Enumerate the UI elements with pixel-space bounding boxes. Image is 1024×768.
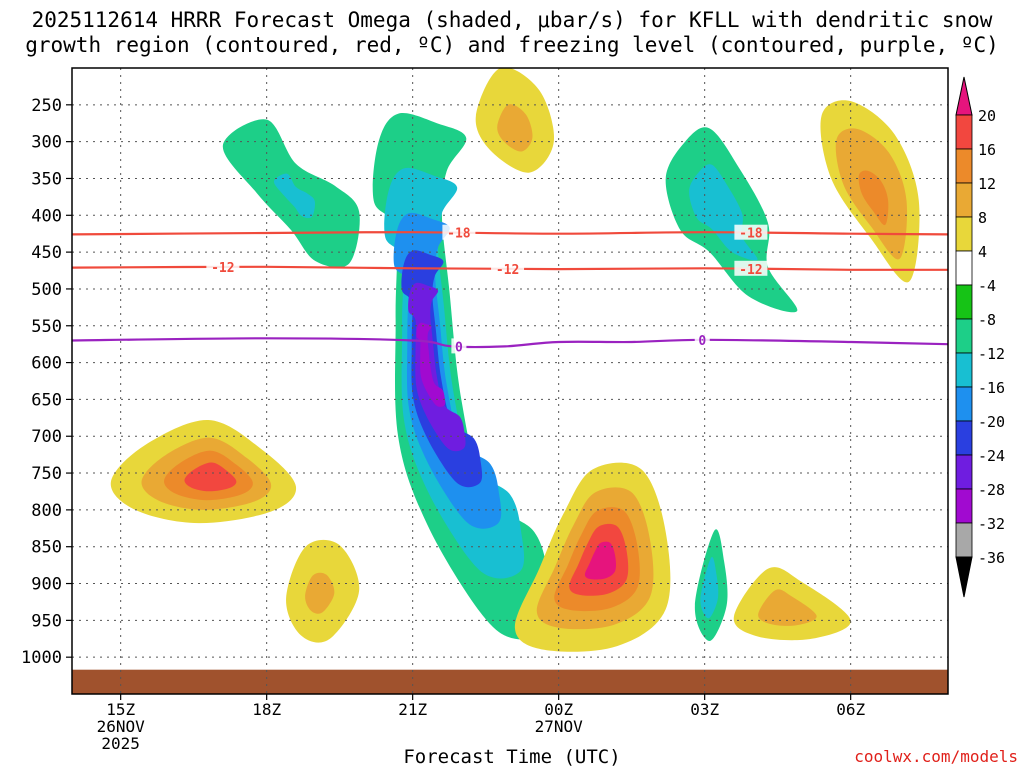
x-tick-label-15Z: 15Z — [106, 700, 135, 719]
colorbar-bin-4 — [955, 216, 973, 252]
colorbar-label-16: 16 — [978, 141, 996, 159]
colorbar-label--24: -24 — [978, 447, 1005, 465]
freezing-level-label-bg-0 — [451, 338, 467, 354]
dgz-minus-12-label-2: -12 — [739, 263, 762, 278]
colorbar-bin-2 — [955, 148, 973, 184]
colorbar-label--20: -20 — [978, 413, 1005, 431]
dgz-minus-18-label-bg-0 — [442, 224, 476, 240]
sinking-area-00z-01z-level-20 — [584, 541, 617, 580]
y-axis: 250 300 350 400 450 500 550 600 650 700 750 800 850 9… — [21, 96, 72, 668]
colorbar-bin-7 — [955, 318, 973, 354]
colorbar-bin-1 — [955, 114, 973, 150]
y-tick-label-850: 850 — [31, 538, 62, 558]
y-tick-label-600: 600 — [31, 354, 62, 374]
ground-surface — [72, 669, 948, 694]
x-tick-label-06Z: 06Z — [836, 700, 865, 719]
x-tick-label-03Z: 03Z — [690, 700, 719, 719]
colorbar-label--16: -16 — [978, 379, 1005, 397]
y-tick-label-300: 300 — [31, 133, 62, 153]
y-tick-label-450: 450 — [31, 243, 62, 263]
dgz-minus-12-label-0: -12 — [211, 261, 234, 276]
dgz-minus-12-label-bg-1 — [491, 260, 525, 276]
colorbar-bottom-arrow — [955, 556, 973, 598]
freezing-level-contour — [71, 337, 949, 349]
x-axis-label: Forecast Time (UTC) — [403, 746, 621, 768]
colorbar: 20 16 12 8 4 -4 -8 -12 -16 -20 -24 -28 -32 -36 — [955, 76, 1005, 598]
colorbar-bin-12 — [955, 488, 973, 524]
sinking-area-1930z-level-8 — [305, 572, 335, 614]
dgz-minus-18-label-0: -18 — [447, 227, 471, 242]
colorbar-bin-8 — [955, 352, 973, 388]
source-credit: coolwx.com/models — [854, 747, 1018, 766]
freezing-level-label-bg-1 — [694, 331, 710, 347]
freezing-level-label-0: 0 — [455, 340, 463, 355]
colorbar-bin-11 — [955, 454, 973, 490]
colorbar-bin-6 — [955, 284, 973, 320]
y-tick-label-750: 750 — [31, 464, 62, 484]
rising-area-1730z-level--12 — [273, 173, 316, 219]
dgz-minus-18-label-1: -18 — [739, 227, 763, 242]
rising-column-21z-level--28 — [416, 322, 446, 407]
colorbar-label--32: -32 — [978, 515, 1005, 533]
colorbar-bin-9 — [955, 386, 973, 422]
x-tick-label-21Z: 21Z — [398, 700, 427, 719]
colorbar-bin-3 — [955, 182, 973, 218]
y-tick-label-650: 650 — [31, 390, 62, 410]
colorbar-label--28: -28 — [978, 481, 1005, 499]
colorbar-bin-10 — [955, 420, 973, 456]
y-tick-label-500: 500 — [31, 280, 62, 300]
dgz-minus-12-contour — [71, 265, 949, 271]
colorbar-label--8: -8 — [978, 311, 996, 329]
y-tick-label-900: 900 — [31, 575, 62, 595]
colorbar-label-20: 20 — [978, 107, 996, 125]
colorbar-top-arrow — [955, 76, 973, 116]
y-tick-label-250: 250 — [31, 96, 62, 116]
x-tick-date-15Z: 26NOV — [97, 717, 146, 736]
x-tick-label-18Z: 18Z — [252, 700, 281, 719]
dgz-minus-18-label-bg-1 — [734, 224, 768, 240]
y-tick-label-350: 350 — [31, 169, 62, 189]
y-tick-label-700: 700 — [31, 427, 62, 447]
dgz-minus-12-label-bg-2 — [734, 260, 768, 276]
y-tick-label-550: 550 — [31, 317, 62, 337]
dgz-minus-12-label-1: -12 — [496, 263, 519, 278]
y-tick-label-800: 800 — [31, 501, 62, 521]
dgz-minus-12-label-bg-0 — [206, 259, 240, 275]
colorbar-label-8: 8 — [978, 209, 987, 227]
sinking-area-06z-level-12 — [858, 170, 889, 226]
colorbar-bin-13 — [955, 522, 973, 558]
freezing-level-label-1: 0 — [698, 334, 706, 349]
colorbar-label--4: -4 — [978, 277, 996, 295]
y-tick-label-950: 950 — [31, 611, 62, 631]
sinking-area-15z-17z-level-16 — [184, 462, 237, 492]
x-tick-year-15Z: 2025 — [101, 734, 140, 753]
colorbar-label-12: 12 — [978, 175, 996, 193]
chart-title: 2025112614 HRRR Forecast Omega (shaded, … — [0, 8, 1024, 58]
x-tick-label-00Z: 00Z — [544, 700, 573, 719]
chart-title-line-1: 2025112614 HRRR Forecast Omega (shaded, … — [31, 8, 993, 32]
sinking-area-0430z-level-8 — [758, 589, 817, 626]
x-tick-date-00Z: 27NOV — [535, 717, 584, 736]
chart-title-line-2: growth region (contoured, red, ºC) and f… — [25, 33, 999, 57]
rising-area-03z-level--12 — [700, 556, 719, 619]
y-tick-label-400: 400 — [31, 206, 62, 226]
dgz-minus-18-contour — [71, 231, 949, 236]
colorbar-label--36: -36 — [978, 549, 1005, 567]
omega-shading — [110, 68, 920, 652]
colorbar-bin-5 — [955, 250, 973, 286]
y-tick-label-1000: 1000 — [21, 648, 62, 668]
sinking-area-2230z-level-8 — [497, 104, 533, 152]
colorbar-label-4: 4 — [978, 243, 987, 261]
colorbar-label--12: -12 — [978, 345, 1005, 363]
plot-frame — [71, 67, 949, 695]
